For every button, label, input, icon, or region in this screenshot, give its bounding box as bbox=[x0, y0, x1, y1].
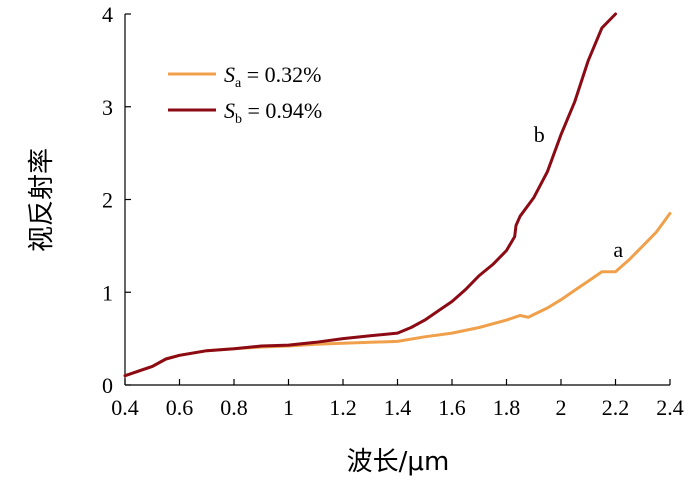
y-tick-label: 4 bbox=[102, 2, 113, 27]
x-tick-label: 2.2 bbox=[602, 395, 630, 420]
y-tick-label: 0 bbox=[102, 373, 113, 398]
x-tick-label: 1.2 bbox=[329, 395, 357, 420]
annotation-a: a bbox=[613, 237, 623, 262]
x-tick-label: 1.4 bbox=[384, 395, 412, 420]
series-line-b bbox=[123, 12, 617, 378]
legend-label-a: Sa = 0.32% bbox=[224, 62, 321, 91]
x-tick-label: 1.8 bbox=[493, 395, 521, 420]
x-tick-label: 1.6 bbox=[438, 395, 466, 420]
x-tick-label: 0.4 bbox=[111, 395, 139, 420]
legend: Sa = 0.32% Sb = 0.94% bbox=[168, 62, 322, 127]
series-layer bbox=[123, 12, 672, 378]
axes bbox=[124, 14, 670, 386]
legend-label-b: Sb = 0.94% bbox=[224, 98, 322, 127]
ticks: 0.4 0.6 0.8 1 1.2 1.4 1.6 1.8 2 2.2 2.4 0 1 2 3 4 bbox=[102, 2, 684, 420]
x-axis-title: 波长/μm bbox=[347, 447, 450, 477]
x-tick-label: 2 bbox=[556, 395, 567, 420]
annotations: ab bbox=[534, 122, 624, 262]
annotation-b: b bbox=[534, 122, 545, 147]
x-tick-label: 0.8 bbox=[220, 395, 248, 420]
y-tick-label: 1 bbox=[102, 280, 113, 305]
y-tick-label: 2 bbox=[102, 188, 113, 213]
y-axis-title: 视反射率 bbox=[27, 148, 57, 252]
x-tick-label: 1 bbox=[283, 395, 294, 420]
y-tick-label: 3 bbox=[102, 95, 113, 120]
x-tick-label: 2.4 bbox=[656, 395, 684, 420]
x-tick-label: 0.6 bbox=[166, 395, 194, 420]
